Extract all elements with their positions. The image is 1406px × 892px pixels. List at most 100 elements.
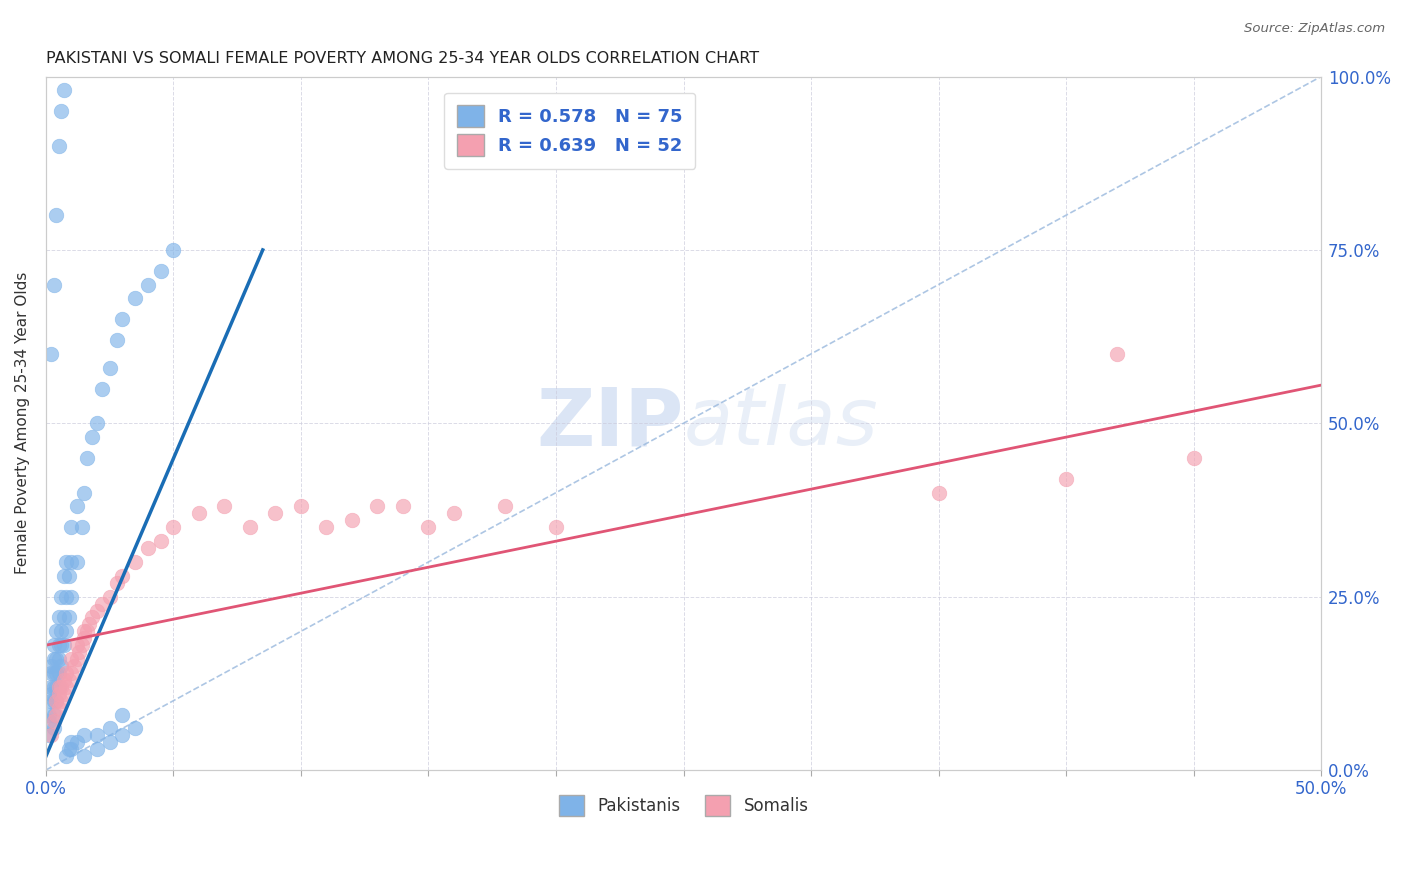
Point	[48, 680, 70, 694]
Point	[73, 728, 96, 742]
Point	[544, 520, 567, 534]
Point	[45, 208, 67, 222]
Point	[105, 333, 128, 347]
Point	[76, 450, 98, 465]
Point	[58, 569, 80, 583]
Point	[51, 680, 73, 694]
Point	[124, 555, 146, 569]
Point	[51, 590, 73, 604]
Point	[98, 360, 121, 375]
Point	[1054, 472, 1077, 486]
Point	[67, 645, 90, 659]
Point	[60, 735, 83, 749]
Legend: Pakistanis, Somalis: Pakistanis, Somalis	[550, 787, 817, 824]
Point	[45, 624, 67, 639]
Point	[136, 277, 159, 292]
Point	[55, 555, 77, 569]
Point	[48, 700, 70, 714]
Point	[39, 659, 62, 673]
Point	[42, 714, 65, 729]
Point	[73, 749, 96, 764]
Point	[60, 555, 83, 569]
Point	[91, 597, 114, 611]
Point	[52, 687, 75, 701]
Point	[290, 500, 312, 514]
Point	[38, 728, 60, 742]
Text: PAKISTANI VS SOMALI FEMALE POVERTY AMONG 25-34 YEAR OLDS CORRELATION CHART: PAKISTANI VS SOMALI FEMALE POVERTY AMONG…	[46, 51, 759, 66]
Point	[52, 673, 75, 687]
Point	[70, 520, 93, 534]
Point	[48, 610, 70, 624]
Point	[340, 513, 363, 527]
Point	[264, 507, 287, 521]
Text: Source: ZipAtlas.com: Source: ZipAtlas.com	[1244, 22, 1385, 36]
Point	[65, 638, 87, 652]
Point	[392, 500, 415, 514]
Point	[86, 417, 108, 431]
Point	[80, 610, 103, 624]
Point	[91, 382, 114, 396]
Point	[63, 659, 86, 673]
Point	[39, 665, 62, 680]
Point	[58, 742, 80, 756]
Point	[42, 277, 65, 292]
Point	[42, 680, 65, 694]
Text: atlas: atlas	[683, 384, 879, 462]
Point	[42, 722, 65, 736]
Point	[52, 638, 75, 652]
Point	[45, 693, 67, 707]
Point	[124, 722, 146, 736]
Point	[39, 693, 62, 707]
Point	[52, 610, 75, 624]
Point	[42, 665, 65, 680]
Point	[86, 728, 108, 742]
Point	[60, 652, 83, 666]
Y-axis label: Female Poverty Among 25-34 Year Olds: Female Poverty Among 25-34 Year Olds	[15, 272, 30, 574]
Point	[76, 624, 98, 639]
Point	[39, 728, 62, 742]
Point	[443, 507, 465, 521]
Point	[111, 312, 134, 326]
Point	[86, 742, 108, 756]
Point	[45, 707, 67, 722]
Point	[111, 569, 134, 583]
Point	[98, 590, 121, 604]
Point	[98, 722, 121, 736]
Point	[48, 139, 70, 153]
Point	[418, 520, 440, 534]
Point	[98, 735, 121, 749]
Point	[55, 624, 77, 639]
Point	[51, 659, 73, 673]
Point	[162, 243, 184, 257]
Point	[48, 665, 70, 680]
Point	[1182, 450, 1205, 465]
Point	[162, 520, 184, 534]
Point	[65, 500, 87, 514]
Text: ZIP: ZIP	[536, 384, 683, 462]
Point	[105, 575, 128, 590]
Point	[60, 520, 83, 534]
Point	[60, 742, 83, 756]
Point	[45, 665, 67, 680]
Point	[79, 617, 101, 632]
Point	[58, 673, 80, 687]
Point	[42, 652, 65, 666]
Point	[52, 83, 75, 97]
Point	[51, 638, 73, 652]
Point	[48, 652, 70, 666]
Point	[149, 264, 172, 278]
Point	[52, 569, 75, 583]
Point	[315, 520, 337, 534]
Point	[55, 749, 77, 764]
Point	[45, 693, 67, 707]
Point	[73, 632, 96, 646]
Point	[86, 603, 108, 617]
Point	[58, 610, 80, 624]
Point	[39, 680, 62, 694]
Point	[51, 624, 73, 639]
Point	[239, 520, 262, 534]
Point	[214, 500, 236, 514]
Point	[65, 555, 87, 569]
Point	[55, 665, 77, 680]
Point	[38, 714, 60, 729]
